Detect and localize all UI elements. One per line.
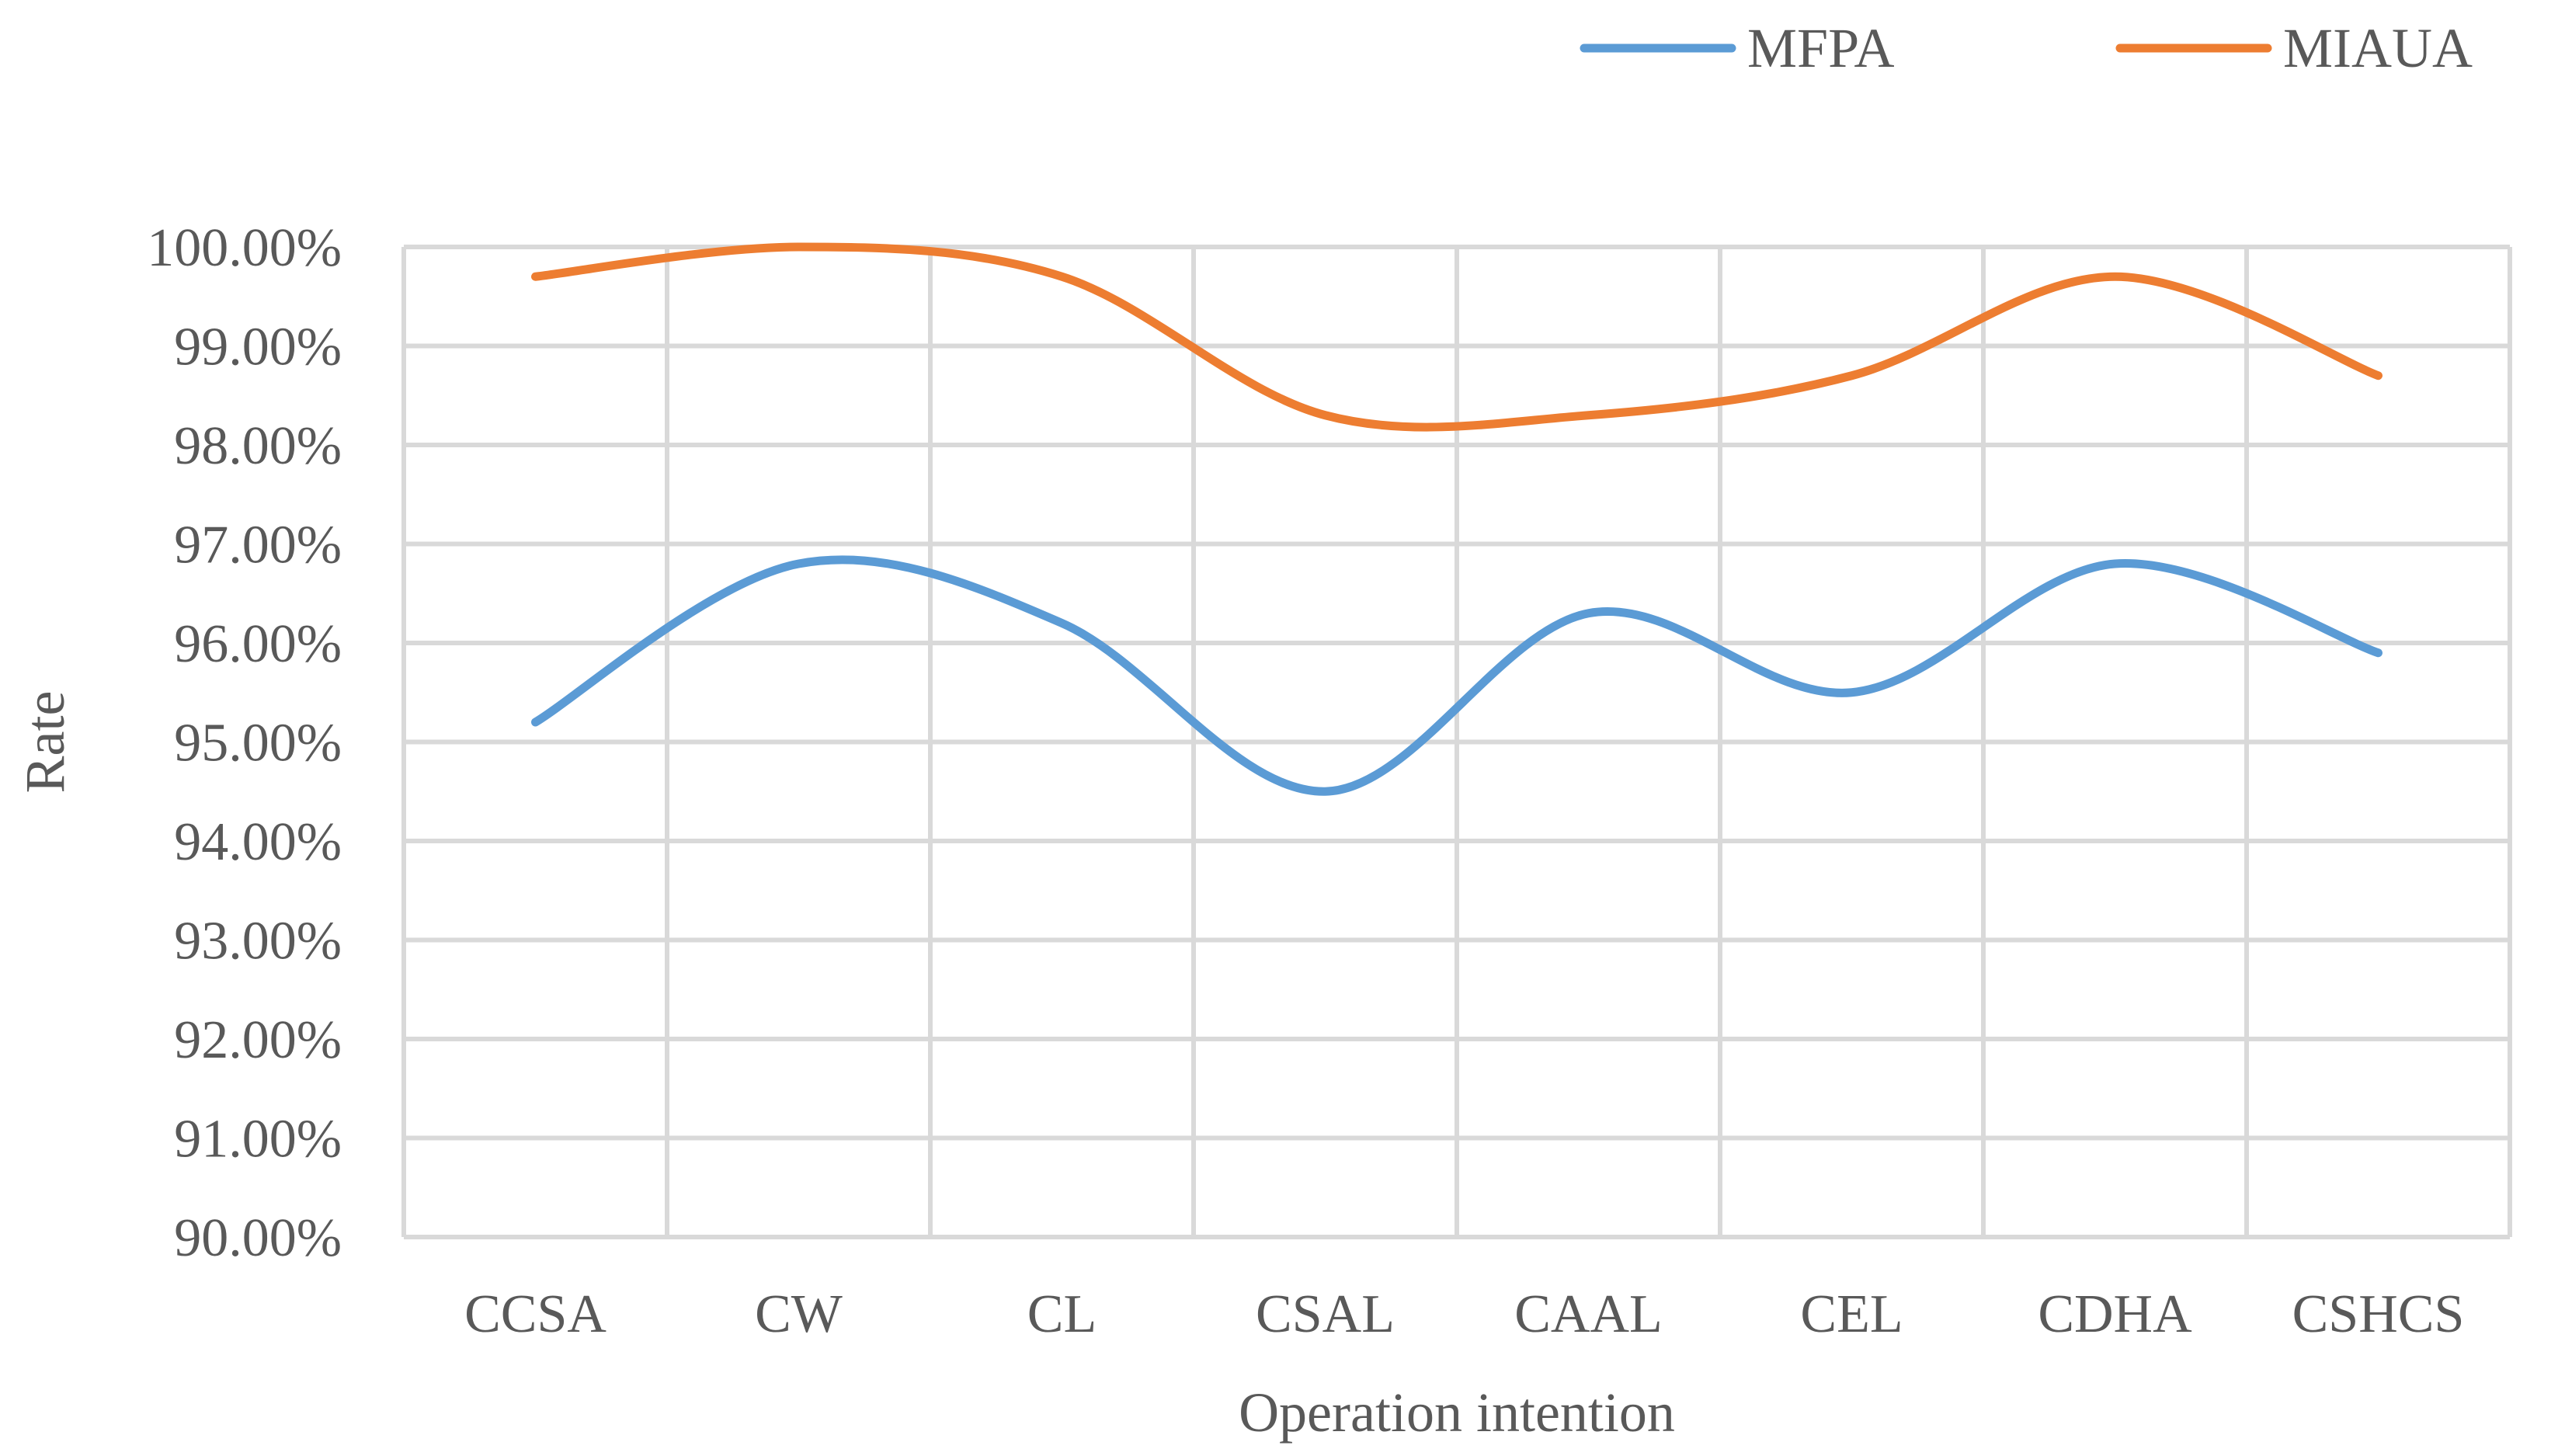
- y-tick-label: 96.00%: [174, 614, 342, 674]
- series-line-miaua: [531, 242, 2383, 432]
- x-axis-ticks: CCSA CW CL CSAL CAAL CEL CDHA CSHCS: [464, 1284, 2464, 1344]
- x-axis-title: Operation intention: [1239, 1381, 1675, 1444]
- y-tick-label: 100.00%: [147, 218, 342, 278]
- y-tick-label: 91.00%: [174, 1110, 342, 1169]
- y-tick-label: 94.00%: [174, 812, 342, 872]
- y-tick-label: 93.00%: [174, 912, 342, 971]
- grid: [401, 245, 2512, 1239]
- x-tick-label: CDHA: [2038, 1284, 2192, 1344]
- y-tick-label: 95.00%: [174, 714, 342, 773]
- y-tick-label: 97.00%: [174, 516, 342, 575]
- series-lines: [531, 242, 2383, 796]
- y-tick-label: 90.00%: [174, 1208, 342, 1268]
- series-line-mfpa: [531, 555, 2383, 796]
- legend-label-mfpa: MFPA: [1747, 17, 1895, 79]
- legend-label-miaua: MIAUA: [2283, 17, 2473, 79]
- x-tick-label: CEL: [1800, 1284, 1903, 1344]
- x-tick-label: CAAL: [1514, 1284, 1663, 1344]
- x-tick-label: CSHCS: [2292, 1284, 2465, 1344]
- x-tick-label: CCSA: [464, 1284, 606, 1344]
- legend: MFPA MIAUA: [1580, 17, 2473, 79]
- x-tick-label: CW: [755, 1284, 843, 1344]
- y-axis-title: Rate: [14, 691, 76, 794]
- x-tick-label: CL: [1027, 1284, 1097, 1344]
- y-tick-label: 92.00%: [174, 1010, 342, 1070]
- y-tick-label: 98.00%: [174, 416, 342, 476]
- y-axis-ticks: 90.00% 91.00% 92.00% 93.00% 94.00% 95.00% 96.0…: [147, 218, 342, 1268]
- x-tick-label: CSAL: [1256, 1284, 1395, 1344]
- y-tick-label: 99.00%: [174, 318, 342, 377]
